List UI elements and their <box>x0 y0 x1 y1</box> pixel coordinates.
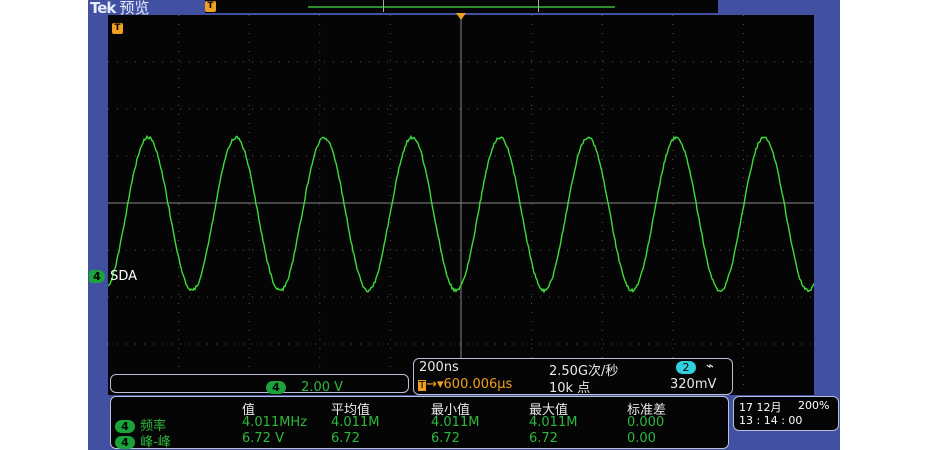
graticule: T <box>108 15 814 395</box>
channel-badge: 4 <box>266 381 286 394</box>
freq-stddev: 0.000 <box>627 415 664 430</box>
time-per-div: 200ns <box>419 360 459 375</box>
trigger-position-marker[interactable]: T <box>205 1 216 12</box>
trigger-marker-left[interactable]: T <box>112 23 123 34</box>
freq-min: 4.011M <box>431 415 479 430</box>
pk2pk-mean: 6.72 <box>331 431 360 446</box>
pk2pk-value: 6.72 V <box>242 431 284 446</box>
channel-scale-readout[interactable]: 4 2.00 V <box>110 374 409 393</box>
timebase-readout[interactable]: 200ns 2.50G次/秒 2 ⌁ T→▾600.006µs 10k 点 32… <box>413 358 733 395</box>
view-window-bracket[interactable] <box>383 0 539 12</box>
channel-label: SDA <box>110 269 137 284</box>
channel-badge: 4 <box>89 270 105 283</box>
date: 17 12月 <box>739 399 782 415</box>
record-overview-bar: T <box>205 0 718 13</box>
time: 13 : 14 : 00 <box>739 414 802 427</box>
measurement-table[interactable]: 值 平均值 最小值 最大值 标准差 4 频率 4.011MHz 4.011M 4… <box>110 396 729 449</box>
waveform-display <box>108 15 814 395</box>
falling-edge-icon: ⌁ <box>706 359 714 374</box>
freq-mean: 4.011M <box>331 415 379 430</box>
record-length: 10k 点 <box>549 377 590 396</box>
pk2pk-max: 6.72 <box>529 431 558 446</box>
trigger-position: T→▾600.006µs <box>418 377 512 392</box>
date-time-display[interactable]: 17 12月 200% 13 : 14 : 00 <box>733 396 839 431</box>
trigger-time-marker[interactable] <box>456 13 466 20</box>
freq-max: 4.011M <box>529 415 577 430</box>
freq-value: 4.011MHz <box>242 415 307 430</box>
measurement-name: 峰-峰 <box>140 435 171 450</box>
trigger-channel-badge: 2 <box>676 361 696 374</box>
zoom-level: 200% <box>798 399 829 412</box>
channel-4-marker[interactable]: 4 SDA <box>89 265 137 284</box>
measurement-row-peak-to-peak[interactable]: 4 峰-峰 <box>115 431 171 450</box>
trigger-level: 320mV <box>670 377 716 392</box>
pk2pk-min: 6.72 <box>431 431 460 446</box>
pk2pk-stddev: 0.00 <box>627 431 656 446</box>
volts-per-div: 2.00 V <box>301 380 343 395</box>
channel-badge: 4 <box>115 436 135 449</box>
